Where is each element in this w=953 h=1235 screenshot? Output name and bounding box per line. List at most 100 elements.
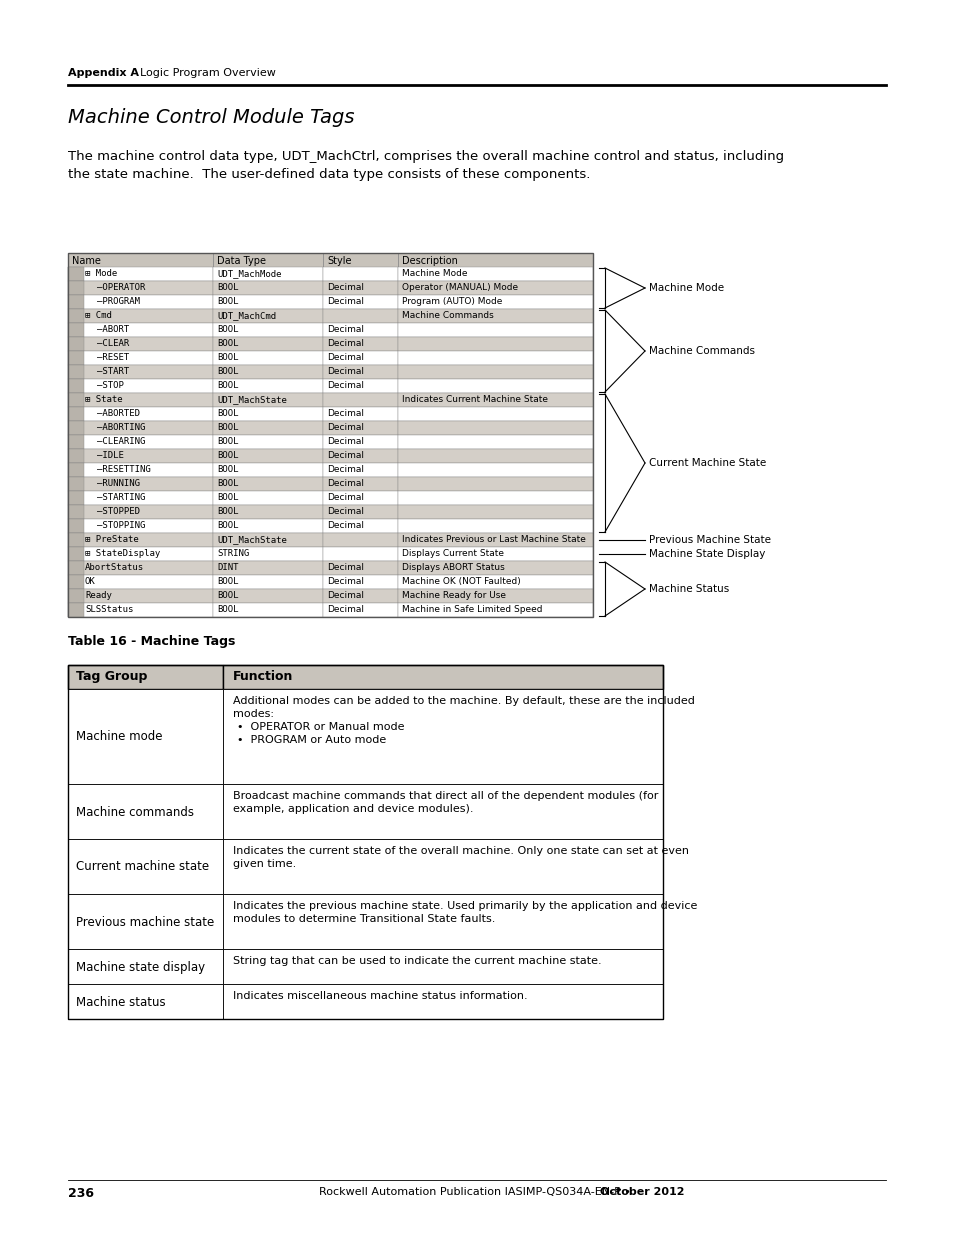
Bar xyxy=(68,324,213,337)
Bar xyxy=(397,547,593,561)
Bar xyxy=(68,421,84,435)
Bar xyxy=(68,519,84,534)
Bar xyxy=(68,561,84,576)
Bar xyxy=(68,576,213,589)
Text: Decimal: Decimal xyxy=(327,437,364,446)
Bar xyxy=(213,534,323,547)
Bar xyxy=(323,324,397,337)
Text: OK: OK xyxy=(85,577,95,585)
Bar xyxy=(223,839,662,894)
Bar xyxy=(397,519,593,534)
Text: –START: –START xyxy=(97,367,129,375)
Text: Decimal: Decimal xyxy=(327,382,364,390)
Bar xyxy=(323,282,397,295)
Text: Program (AUTO) Mode: Program (AUTO) Mode xyxy=(401,296,502,306)
Text: •  PROGRAM or Auto mode: • PROGRAM or Auto mode xyxy=(236,735,386,745)
Bar xyxy=(68,839,223,894)
Bar xyxy=(68,534,84,547)
Bar xyxy=(213,561,323,576)
Bar xyxy=(213,295,323,309)
Text: BOOL: BOOL xyxy=(216,353,238,362)
Bar xyxy=(397,253,593,267)
Bar xyxy=(213,492,323,505)
Text: Decimal: Decimal xyxy=(327,577,364,585)
Bar xyxy=(68,351,213,366)
Bar xyxy=(68,450,84,463)
Bar xyxy=(68,948,223,984)
Text: Displays Current State: Displays Current State xyxy=(401,550,503,558)
Text: STRING: STRING xyxy=(216,550,249,558)
Bar xyxy=(68,519,213,534)
Text: BOOL: BOOL xyxy=(216,508,238,516)
Bar xyxy=(68,894,223,948)
Bar xyxy=(213,282,323,295)
Text: –CLEAR: –CLEAR xyxy=(97,338,129,348)
Text: BOOL: BOOL xyxy=(216,338,238,348)
Text: BOOL: BOOL xyxy=(216,367,238,375)
Bar xyxy=(68,282,213,295)
Bar xyxy=(68,505,84,519)
Bar xyxy=(397,589,593,603)
Bar xyxy=(323,379,397,393)
Text: BOOL: BOOL xyxy=(216,521,238,530)
Text: Machine commands: Machine commands xyxy=(76,805,193,819)
Text: –RESETTING: –RESETTING xyxy=(97,466,151,474)
Text: Ready: Ready xyxy=(85,592,112,600)
Text: –RESET: –RESET xyxy=(97,353,129,362)
Text: the state machine.  The user-defined data type consists of these components.: the state machine. The user-defined data… xyxy=(68,168,590,182)
Bar xyxy=(68,664,662,1019)
Text: Indicates Previous or Last Machine State: Indicates Previous or Last Machine State xyxy=(401,535,585,543)
Text: Machine OK (NOT Faulted): Machine OK (NOT Faulted) xyxy=(401,577,520,585)
Bar xyxy=(68,984,223,1019)
Text: Decimal: Decimal xyxy=(327,424,364,432)
Bar xyxy=(323,492,397,505)
Bar xyxy=(323,534,397,547)
Bar xyxy=(323,505,397,519)
Text: Decimal: Decimal xyxy=(327,296,364,306)
Bar xyxy=(323,519,397,534)
Text: BOOL: BOOL xyxy=(216,424,238,432)
Bar xyxy=(397,505,593,519)
Text: String tag that can be used to indicate the current machine state.: String tag that can be used to indicate … xyxy=(233,956,601,966)
Text: BOOL: BOOL xyxy=(216,283,238,291)
Text: Decimal: Decimal xyxy=(327,367,364,375)
Text: Appendix A: Appendix A xyxy=(68,68,139,78)
Text: ⊞ Mode: ⊞ Mode xyxy=(85,269,117,278)
Text: Machine Mode: Machine Mode xyxy=(401,269,467,278)
Bar xyxy=(68,379,213,393)
Text: Current machine state: Current machine state xyxy=(76,861,209,873)
Bar xyxy=(68,379,84,393)
Text: Machine State Display: Machine State Display xyxy=(648,550,764,559)
Bar xyxy=(68,282,84,295)
Bar xyxy=(68,463,213,477)
Text: Function: Function xyxy=(233,671,294,683)
Bar xyxy=(68,337,213,351)
Text: –STOPPING: –STOPPING xyxy=(97,521,145,530)
Text: Decimal: Decimal xyxy=(327,283,364,291)
Bar xyxy=(68,450,213,463)
Text: BOOL: BOOL xyxy=(216,466,238,474)
Bar xyxy=(323,267,397,282)
Text: Machine in Safe Limited Speed: Machine in Safe Limited Speed xyxy=(401,605,542,614)
Text: Indicates the current state of the overall machine. Only one state can set at ev: Indicates the current state of the overa… xyxy=(233,846,688,856)
Bar xyxy=(68,435,84,450)
Text: Decimal: Decimal xyxy=(327,451,364,459)
Bar xyxy=(397,450,593,463)
Text: Decimal: Decimal xyxy=(327,479,364,488)
Bar xyxy=(397,576,593,589)
Bar xyxy=(397,435,593,450)
Text: –RUNNING: –RUNNING xyxy=(97,479,140,488)
Bar xyxy=(397,324,593,337)
Text: UDT_MachState: UDT_MachState xyxy=(216,535,287,543)
Bar xyxy=(68,589,213,603)
Bar xyxy=(397,421,593,435)
Text: BOOL: BOOL xyxy=(216,577,238,585)
Bar xyxy=(323,253,397,267)
Bar xyxy=(397,351,593,366)
Bar xyxy=(213,519,323,534)
Text: Table 16 - Machine Tags: Table 16 - Machine Tags xyxy=(68,635,235,648)
Bar xyxy=(213,253,323,267)
Bar xyxy=(397,282,593,295)
Text: BOOL: BOOL xyxy=(216,325,238,333)
Bar xyxy=(213,309,323,324)
